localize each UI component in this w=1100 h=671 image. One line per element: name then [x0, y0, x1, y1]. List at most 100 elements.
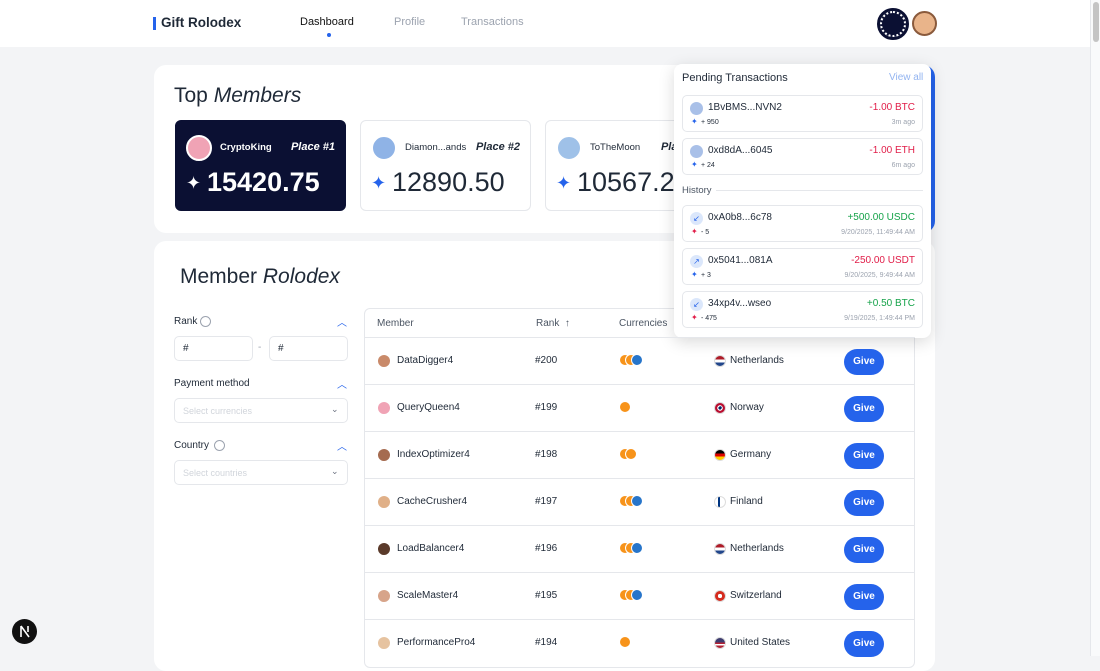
transaction-item[interactable]: ↙ 34xp4v...wseo +0.50 BTC ✦ - 475 9/19/2025, …	[682, 291, 923, 328]
tx-time: 9/20/2025, 9:49:44 AM	[844, 272, 915, 279]
view-all-link[interactable]: View all	[889, 72, 924, 83]
nav-dot	[327, 33, 331, 37]
header-text: Rank	[536, 318, 560, 329]
dev-badge[interactable]	[12, 619, 37, 644]
member-place: Place #2	[475, 141, 520, 153]
member-rank: #195	[535, 590, 558, 601]
member-name: IndexOptimizer4	[397, 449, 470, 460]
column-header[interactable]: Currencies	[619, 318, 668, 329]
tx-time: 9/20/2025, 11:49:44 AM	[841, 229, 915, 236]
member-avatar	[378, 637, 390, 649]
tx-address: 34xp4v...wseo	[708, 298, 772, 309]
transaction-item[interactable]: ↗ 0x5041...081A -250.00 USDT ✦ + 3 9/20/2025,…	[682, 248, 923, 285]
currency-select[interactable]: Select currencies ⌄	[174, 398, 348, 423]
member-avatar	[378, 449, 390, 461]
currency-icon	[631, 542, 643, 554]
tx-time: 3m ago	[891, 119, 915, 126]
table-row[interactable]: CacheCrusher4 #197 Finland Give	[364, 478, 915, 525]
filter-label: Rank	[174, 316, 198, 327]
brand[interactable]: Gift Rolodex	[161, 15, 242, 30]
member-score: 12890.50	[392, 167, 505, 197]
member-name: ToTheMoon	[590, 142, 641, 153]
give-button[interactable]: Give	[844, 490, 884, 516]
range-sep: -	[258, 342, 262, 353]
collapse-chevron[interactable]: ︿	[337, 318, 347, 329]
section-title: Top Members	[174, 84, 301, 108]
tx-address: 0x5041...081A	[708, 255, 773, 266]
members-table: Member Rank ↑ Currencies	[364, 308, 915, 668]
column-header[interactable]: Rank ↑	[536, 318, 570, 329]
give-button[interactable]: Give	[844, 396, 884, 422]
tx-time: 6m ago	[891, 162, 915, 169]
filter-label: Country	[174, 440, 210, 451]
table-row[interactable]: LoadBalancer4 #196 Netherlands Give	[364, 525, 915, 572]
tx-points: - 475	[701, 315, 717, 322]
tx-amount: -1.00 ETH	[869, 145, 915, 156]
tx-address: 0xA0b8...6c78	[708, 212, 772, 223]
scroll-thumb[interactable]	[1093, 2, 1099, 42]
country-flag	[714, 590, 726, 602]
currency-icon	[619, 401, 631, 413]
nav-link[interactable]: Dashboard	[300, 16, 354, 28]
rank-min-input[interactable]: #	[174, 336, 253, 361]
country-name: Germany	[730, 449, 772, 460]
collapse-chevron[interactable]: ︿	[337, 442, 347, 453]
popup-title: Pending Transactions	[682, 72, 788, 84]
rank-max-input[interactable]: #	[269, 336, 348, 361]
give-button[interactable]: Give	[844, 584, 884, 610]
placeholder: Select countries	[183, 468, 248, 478]
header: Gift Rolodex Dashboard Profile Transacti…	[0, 0, 1090, 47]
info-icon[interactable]	[214, 440, 225, 451]
country-name: Netherlands	[730, 355, 784, 366]
title-text: Member	[180, 265, 258, 288]
table-row[interactable]: DataDigger4 #200 Netherlands Give	[364, 337, 915, 384]
country-flag	[714, 402, 726, 414]
country-name: Norway	[730, 402, 764, 413]
currency-icon	[625, 448, 637, 460]
transaction-item[interactable]: 1BvBMS...NVN2 -1.00 BTC ✦ + 950 3m ago	[682, 95, 923, 132]
member-avatar	[378, 355, 390, 367]
give-button[interactable]: Give	[844, 349, 884, 375]
user-avatar[interactable]	[912, 11, 937, 36]
column-header[interactable]: Member	[377, 318, 414, 329]
section-title: Member Rolodex	[180, 265, 340, 289]
table-row[interactable]: QueryQueen4 #199 Norway Give	[364, 384, 915, 431]
country-flag	[714, 543, 726, 555]
member-name: DataDigger4	[397, 355, 454, 366]
collapse-chevron[interactable]: ︿	[337, 380, 347, 391]
member-rank: #200	[535, 355, 558, 366]
badge-logo	[20, 625, 30, 638]
currency-icon	[631, 495, 643, 507]
title-em: Members	[213, 84, 302, 107]
title-em: Rolodex	[262, 265, 340, 288]
table-row[interactable]: PerformancePro4 #194 United States Give	[364, 619, 915, 666]
give-button[interactable]: Give	[844, 631, 884, 657]
member-avatar	[378, 590, 390, 602]
currency-icon	[631, 354, 643, 366]
wallet-button[interactable]	[877, 8, 909, 40]
tx-address: 1BvBMS...NVN2	[708, 102, 782, 113]
member-card[interactable]: Diamon...ands Place #2 ✦ 12890.50	[360, 120, 531, 211]
give-button[interactable]: Give	[844, 443, 884, 469]
country-select[interactable]: Select countries ⌄	[174, 460, 348, 485]
transaction-item[interactable]: ↙ 0xA0b8...6c78 +500.00 USDC ✦ - 5 9/20/2025,…	[682, 205, 923, 242]
member-name: PerformancePro4	[397, 637, 476, 648]
member-card[interactable]: CryptoKing Place #1 ✦ 15420.75	[175, 120, 346, 211]
country-flag	[714, 449, 726, 461]
member-score: 15420.75	[207, 167, 320, 197]
nav-link[interactable]: Transactions	[461, 16, 524, 28]
info-icon[interactable]	[200, 316, 211, 327]
country-flag	[714, 355, 726, 367]
country-name: Netherlands	[730, 543, 784, 554]
nav-link[interactable]: Profile	[394, 16, 426, 28]
transaction-item[interactable]: 0xd8dA...6045 -1.00 ETH ✦ + 24 6m ago	[682, 138, 923, 175]
table-row[interactable]: ScaleMaster4 #195 Switzerland Give	[364, 572, 915, 619]
member-name: CryptoKing	[220, 142, 272, 153]
chevron: ⌄	[331, 466, 339, 476]
currency-icon	[619, 636, 631, 648]
give-button[interactable]: Give	[844, 537, 884, 563]
member-place: Place #1	[290, 141, 335, 153]
tx-amount: -250.00 USDT	[851, 255, 915, 266]
table-row[interactable]: IndexOptimizer4 #198 Germany Give	[364, 431, 915, 478]
